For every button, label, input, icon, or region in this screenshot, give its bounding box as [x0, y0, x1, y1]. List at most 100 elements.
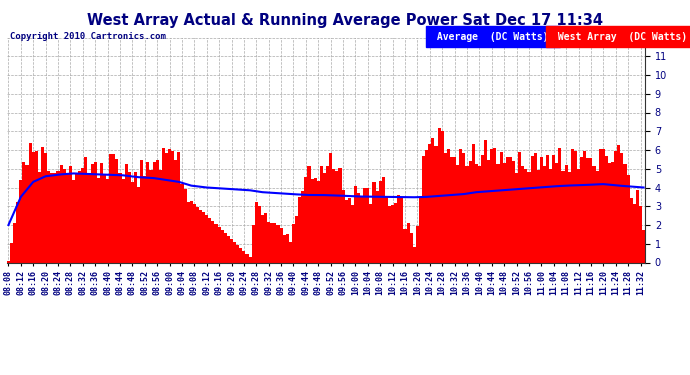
Bar — [447, 148, 450, 262]
Bar — [611, 162, 614, 262]
Bar — [419, 197, 422, 262]
Bar — [26, 165, 28, 262]
Bar — [574, 151, 577, 262]
Bar — [252, 225, 255, 262]
Bar — [302, 191, 304, 262]
Bar — [416, 226, 419, 262]
Bar — [140, 160, 144, 262]
Bar — [391, 206, 394, 262]
Text: West Array Actual & Running Average Power Sat Dec 17 11:34: West Array Actual & Running Average Powe… — [87, 13, 603, 28]
Bar — [177, 152, 180, 262]
Bar — [624, 164, 627, 262]
Bar — [119, 173, 121, 262]
Bar — [190, 201, 193, 262]
Bar — [487, 160, 490, 262]
Bar — [7, 261, 10, 262]
Bar — [502, 163, 506, 262]
Bar — [453, 158, 456, 262]
Bar — [310, 179, 314, 262]
Bar — [255, 202, 258, 262]
Bar — [264, 213, 267, 262]
Bar — [639, 206, 642, 262]
Bar — [137, 186, 140, 262]
Bar — [159, 170, 162, 262]
Bar — [221, 230, 224, 262]
Bar — [267, 222, 270, 262]
Bar — [171, 151, 174, 262]
Bar — [236, 245, 239, 262]
Bar — [162, 148, 165, 262]
Bar — [363, 188, 366, 262]
Bar — [456, 165, 460, 262]
Bar — [81, 168, 84, 262]
Bar — [360, 196, 363, 262]
Bar — [44, 153, 47, 262]
Bar — [537, 170, 540, 262]
Bar — [28, 144, 32, 262]
Bar — [248, 257, 252, 262]
Bar — [69, 166, 72, 262]
Bar — [431, 138, 435, 262]
Bar — [562, 171, 564, 262]
Bar — [369, 204, 373, 262]
Bar — [196, 207, 199, 262]
Bar — [150, 170, 152, 262]
Bar — [59, 165, 63, 262]
Bar — [53, 173, 57, 262]
Bar — [515, 173, 518, 262]
Bar — [496, 164, 500, 262]
Bar — [72, 180, 75, 262]
Bar — [279, 228, 283, 262]
Bar — [32, 152, 34, 262]
Bar — [146, 162, 150, 262]
Bar — [338, 168, 342, 262]
Bar — [400, 197, 404, 262]
Bar — [351, 204, 354, 262]
Text: West Array  (DC Watts): West Array (DC Watts) — [552, 32, 690, 42]
Bar — [66, 174, 69, 262]
Bar — [518, 152, 521, 262]
Bar — [317, 182, 320, 262]
Bar — [620, 153, 624, 262]
Bar — [571, 149, 574, 262]
Bar — [10, 243, 13, 262]
Bar — [261, 214, 264, 262]
Bar — [193, 204, 196, 262]
Bar — [618, 146, 620, 262]
Bar — [382, 177, 385, 262]
Bar — [642, 230, 645, 262]
Bar — [580, 157, 583, 262]
Text: Copyright 2010 Cartronics.com: Copyright 2010 Cartronics.com — [10, 32, 166, 41]
Bar — [543, 166, 546, 262]
Bar — [354, 186, 357, 262]
Bar — [342, 189, 344, 262]
Bar — [397, 195, 400, 262]
Bar — [466, 166, 469, 262]
Bar — [320, 166, 323, 262]
Bar — [404, 229, 406, 262]
Bar — [202, 213, 205, 262]
Bar — [555, 164, 558, 262]
Bar — [152, 162, 156, 262]
Bar — [437, 128, 441, 262]
Bar — [326, 166, 329, 262]
Bar — [295, 216, 298, 262]
Bar — [217, 227, 221, 262]
Bar — [344, 200, 348, 262]
Bar — [41, 147, 44, 262]
Bar — [586, 158, 589, 262]
Bar — [512, 161, 515, 262]
Bar — [435, 146, 437, 262]
Bar — [460, 149, 462, 262]
Bar — [366, 188, 369, 262]
Bar — [304, 177, 308, 262]
Bar — [524, 169, 527, 262]
Bar — [314, 178, 317, 262]
Bar — [469, 161, 472, 262]
Bar — [552, 155, 555, 262]
Bar — [128, 172, 131, 262]
Text: Average  (DC Watts): Average (DC Watts) — [431, 32, 555, 42]
Bar — [478, 166, 481, 262]
Bar — [472, 144, 475, 262]
Bar — [527, 172, 531, 262]
